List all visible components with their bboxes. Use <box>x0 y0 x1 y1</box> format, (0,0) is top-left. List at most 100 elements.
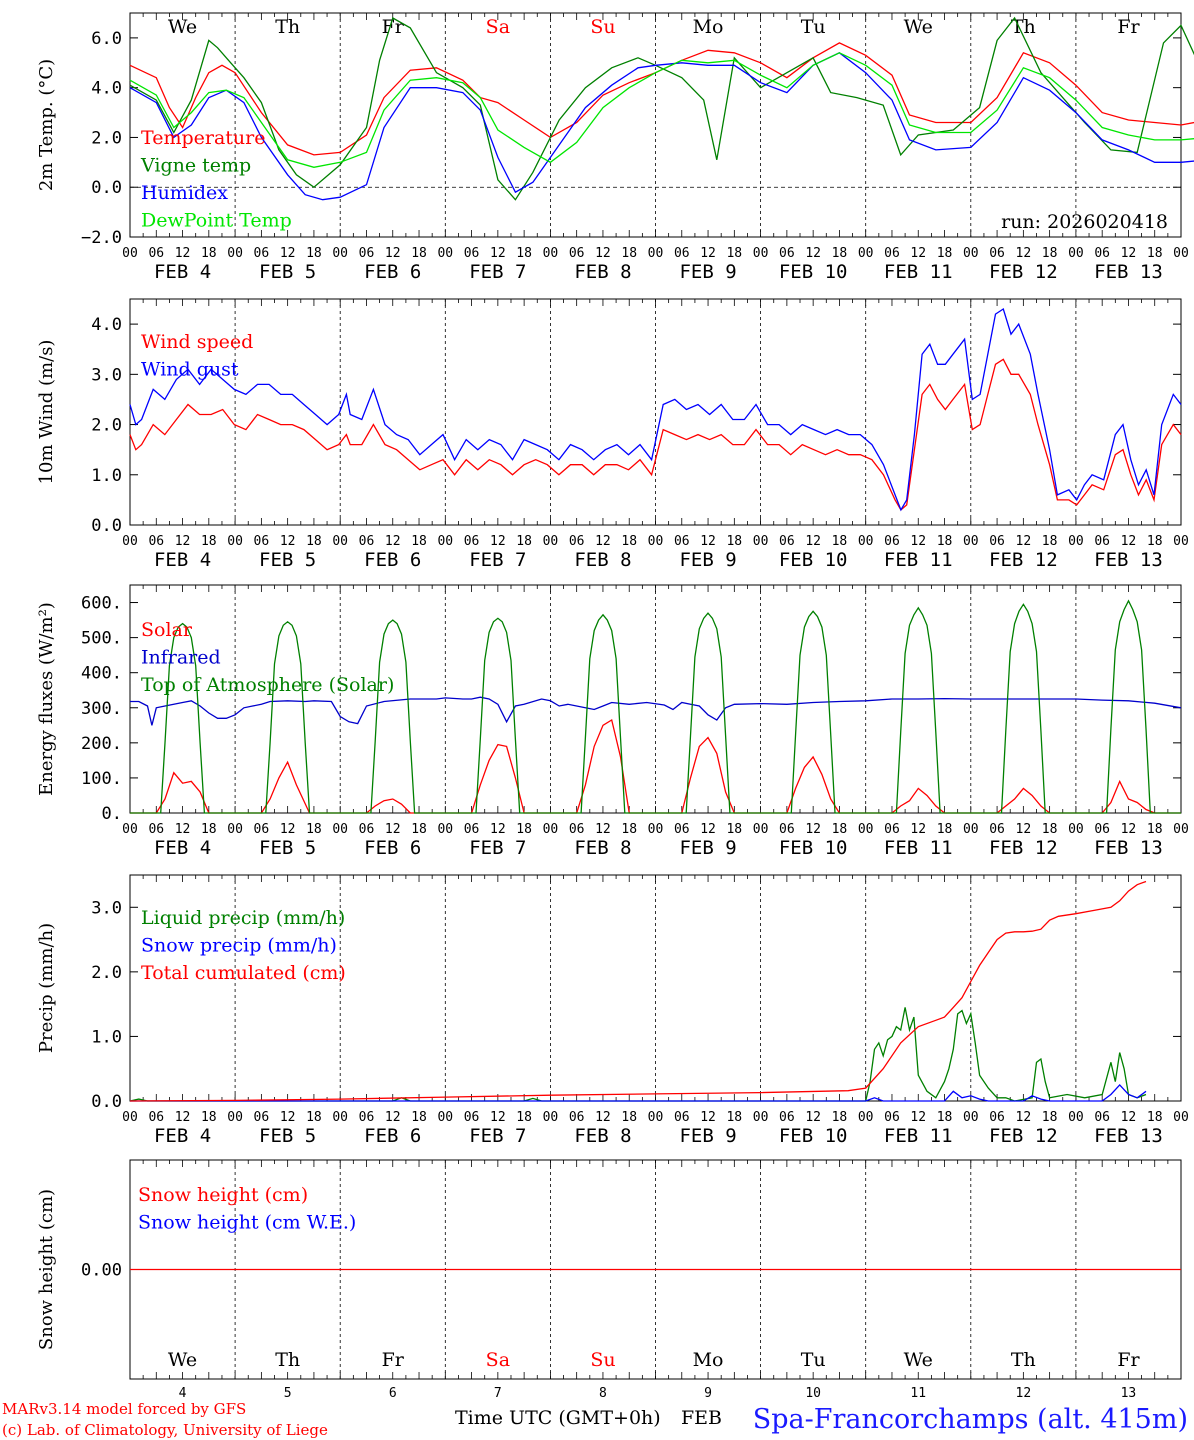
date-label: FEB 4 <box>154 549 211 571</box>
day-name: Mo <box>693 16 724 38</box>
series-line <box>129 1007 1147 1102</box>
date-label: FEB 13 <box>1094 837 1163 859</box>
date-label: FEB 5 <box>259 837 316 859</box>
day-number: 9 <box>704 1386 712 1401</box>
hour-tick-label: 06 <box>148 1110 164 1125</box>
credit-line: (c) Lab. of Climatology, University of L… <box>2 1421 328 1439</box>
hour-tick-label: 18 <box>201 1110 217 1125</box>
hour-tick-label: 00 <box>753 246 769 261</box>
hour-tick-label: 12 <box>805 822 821 837</box>
date-label: FEB 5 <box>259 261 316 283</box>
legend-entry: Wind gust <box>141 359 239 381</box>
hour-tick-label: 12 <box>175 822 191 837</box>
hour-tick-label: 06 <box>779 1110 795 1125</box>
y-tick-label: 3.0 <box>91 365 122 385</box>
date-label: FEB 7 <box>469 837 526 859</box>
hour-tick-label: 00 <box>1173 534 1189 549</box>
hour-tick-label: 06 <box>148 534 164 549</box>
y-tick-label: 400. <box>81 664 122 684</box>
hour-tick-label: 12 <box>1016 1110 1032 1125</box>
location-title: Spa-Francorchamps (alt. 415m) <box>753 1404 1188 1435</box>
day-name: Th <box>275 16 300 38</box>
hour-tick-label: 12 <box>280 1110 296 1125</box>
panel-wind: 0.0 1.0 2.0 3.0 4.0 10m Wind (m/s) Wind speed W… <box>36 298 1189 571</box>
hour-tick-label: 06 <box>464 1110 480 1125</box>
legend-entry: Temperature <box>141 127 265 149</box>
hour-tick-label: 18 <box>1147 822 1163 837</box>
date-label: FEB 6 <box>364 837 421 859</box>
date-label: FEB 9 <box>679 261 736 283</box>
hour-tick-label: 12 <box>700 822 716 837</box>
series-line <box>129 307 1182 512</box>
date-label: FEB 5 <box>259 1125 316 1147</box>
series-line <box>130 599 1181 814</box>
date-label: FEB 6 <box>364 1125 421 1147</box>
hour-tick-label: 12 <box>805 534 821 549</box>
y-tick-label: 0.00 <box>81 1261 122 1281</box>
hour-tick-label: 06 <box>1094 246 1110 261</box>
hour-tick-label: 00 <box>122 1110 138 1125</box>
panel-energy: 0. 100. 200. 300. 400. 500. 600. Energy fluxes … <box>36 584 1189 859</box>
hour-tick-label: 18 <box>201 534 217 549</box>
hour-tick-label: 18 <box>306 822 322 837</box>
hour-tick-label: 00 <box>332 246 348 261</box>
hour-tick-label: 00 <box>227 246 243 261</box>
day-name: Fr <box>1117 1349 1140 1371</box>
hour-tick-label: 06 <box>989 534 1005 549</box>
hour-tick-label: 18 <box>726 534 742 549</box>
hour-tick-label: 00 <box>437 246 453 261</box>
y-tick-label: 2.0 <box>91 128 122 148</box>
hour-tick-label: 12 <box>385 534 401 549</box>
day-name: Sa <box>486 1349 510 1371</box>
month-label: FEB <box>681 1407 722 1429</box>
day-name: Fr <box>382 1349 405 1371</box>
date-label: FEB 7 <box>469 549 526 571</box>
date-label: FEB 9 <box>679 549 736 571</box>
hour-tick-label: 18 <box>1147 534 1163 549</box>
hour-tick-label: 00 <box>332 534 348 549</box>
hour-tick-label: 18 <box>411 822 427 837</box>
hour-tick-label: 06 <box>254 534 270 549</box>
hour-tick-label: 12 <box>175 1110 191 1125</box>
hour-tick-label: 06 <box>1094 534 1110 549</box>
hour-tick-label: 12 <box>490 534 506 549</box>
y-tick-label: 1.0 <box>91 1027 122 1047</box>
hour-tick-label: 00 <box>1173 246 1189 261</box>
hour-tick-label: 00 <box>963 534 979 549</box>
hour-tick-label: 18 <box>306 1110 322 1125</box>
hour-tick-label: 06 <box>464 534 480 549</box>
hour-tick-label: 06 <box>359 1110 375 1125</box>
hour-tick-label: 06 <box>674 246 690 261</box>
day-number: 10 <box>805 1386 821 1401</box>
day-name: Th <box>1011 1349 1036 1371</box>
plot-frame <box>129 12 1182 238</box>
hour-tick-label: 18 <box>306 534 322 549</box>
hour-tick-label: 18 <box>937 246 953 261</box>
hour-tick-label: 18 <box>516 246 532 261</box>
y-tick-label: 500. <box>81 629 122 649</box>
date-label: FEB 13 <box>1094 549 1163 571</box>
hour-tick-label: 18 <box>201 822 217 837</box>
hour-tick-label: 12 <box>280 246 296 261</box>
hour-tick-label: 00 <box>858 246 874 261</box>
date-label: FEB 4 <box>154 261 211 283</box>
hour-tick-label: 18 <box>1042 1110 1058 1125</box>
y-tick-label: 2.0 <box>91 416 122 436</box>
hour-tick-label: 18 <box>1042 822 1058 837</box>
series-line <box>129 42 1194 156</box>
hour-tick-label: 18 <box>937 534 953 549</box>
y-tick-label: 4.0 <box>91 315 122 335</box>
y-tick-label: 300. <box>81 699 122 719</box>
hour-tick-label: 00 <box>543 1110 559 1125</box>
hour-tick-label: 00 <box>858 1110 874 1125</box>
hour-tick-label: 18 <box>516 822 532 837</box>
hour-tick-label: 00 <box>858 534 874 549</box>
hour-tick-label: 06 <box>674 534 690 549</box>
hour-tick-label: 06 <box>254 822 270 837</box>
day-number: 4 <box>179 1386 187 1401</box>
x-axis-label: Time UTC (GMT+0h) <box>455 1407 661 1429</box>
y-tick-label: 0.0 <box>91 516 122 536</box>
hour-tick-label: 06 <box>569 822 585 837</box>
hour-tick-label: 06 <box>674 1110 690 1125</box>
